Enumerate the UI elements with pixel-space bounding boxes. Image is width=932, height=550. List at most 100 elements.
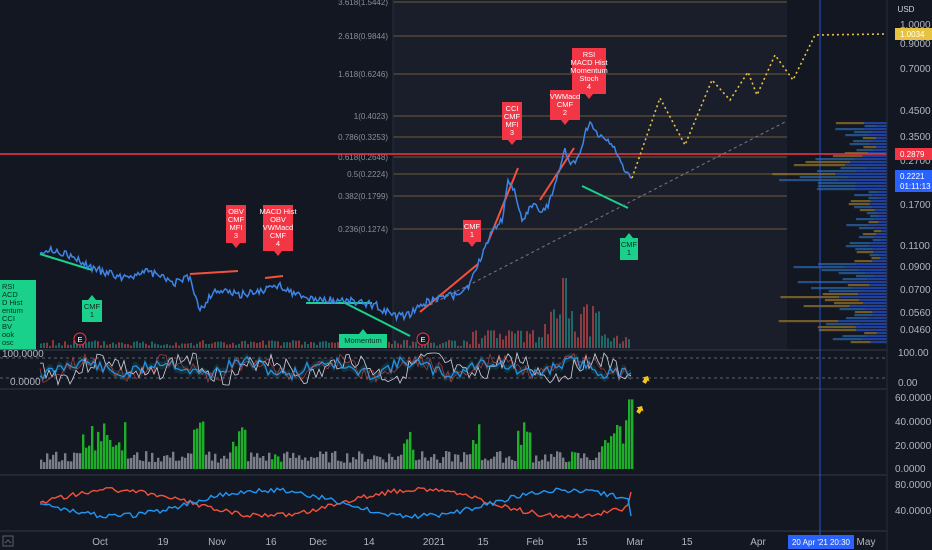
osc-line-red [39, 352, 632, 384]
osc-left-top: 100.0000 [2, 349, 44, 360]
profile-bar [872, 311, 887, 314]
divergence-line[interactable] [264, 275, 284, 279]
fib-label: 0.786(0.3253) [338, 133, 388, 142]
indicator-volume-bar [160, 461, 163, 469]
volume-bar [283, 342, 285, 348]
signal-text: Momentum [344, 336, 382, 345]
indicator-volume-bar [130, 457, 133, 469]
crosshair-time-label: 20 Apr '21 20:30 [792, 538, 851, 547]
dmi-pane [39, 486, 632, 520]
earnings-icon[interactable] [73, 332, 87, 346]
indicator-volume-bar [52, 454, 55, 469]
sell-signal-marker[interactable] [502, 102, 522, 145]
price-tick: 0.4500 [900, 106, 931, 117]
indicator-volume-bar [115, 445, 118, 469]
volume-bar [571, 311, 573, 348]
buy-signal-marker[interactable] [620, 233, 638, 260]
indicator-volume-bar [538, 461, 541, 469]
sell-signal-marker[interactable] [550, 90, 580, 125]
arrow-pointer-icon [642, 376, 650, 384]
time-tick: Dec [309, 537, 327, 548]
indicator-volume-bar [421, 451, 424, 469]
tradingview-logo-icon [2, 535, 14, 547]
indicator-volume-bar [415, 460, 418, 469]
indicator-volume-bar [67, 461, 70, 469]
indicator-volume-bar [601, 446, 604, 469]
buy-signal-marker[interactable] [82, 295, 102, 322]
profile-bar [865, 308, 887, 311]
volume-bar [58, 342, 60, 348]
indicator-volume-bar [178, 460, 181, 469]
profile-bar [852, 287, 887, 290]
indicator-volume-bar [298, 455, 301, 469]
volume-bar [502, 339, 504, 348]
indicator-volume-bar [208, 451, 211, 469]
time-tick: May [857, 537, 876, 548]
fib-label: 0.618(0.2648) [338, 153, 388, 162]
indicator-volume-bar [85, 447, 88, 469]
profile-bar [839, 308, 866, 311]
indicator-volume-bar [358, 451, 361, 469]
signal-text: 4 [276, 239, 280, 248]
volume-bar [556, 318, 558, 348]
indicator-volume-bar [463, 452, 466, 469]
profile-bar [838, 296, 887, 299]
osc-left-bottom: 0.0000 [10, 377, 41, 388]
indicator-volume-bar [364, 461, 367, 469]
indicator-volume-bar [580, 458, 583, 469]
profile-bar [878, 197, 887, 200]
buy-signal-marker[interactable] [0, 280, 36, 350]
volume-bar [175, 342, 177, 348]
time-tick: Apr [750, 537, 766, 548]
volume-bar [145, 343, 147, 348]
time-tick: 15 [477, 537, 489, 548]
trendline-dashed[interactable] [429, 120, 788, 306]
profile-bar [868, 224, 887, 227]
indicator-volume-bar [70, 461, 73, 469]
indicator-volume-bar [622, 443, 625, 469]
earnings-icon[interactable] [416, 332, 430, 346]
volume-bar [52, 340, 54, 348]
signal-text: MACD Hist [259, 207, 297, 216]
volume-bar [166, 344, 168, 348]
indicator-volume-bar [322, 453, 325, 469]
sell-signal-marker[interactable] [572, 48, 606, 99]
volume-bar [499, 333, 501, 348]
profile-bar [862, 137, 877, 140]
volume-bar [208, 344, 210, 348]
divergence-line[interactable] [344, 302, 411, 337]
volume-bar [487, 330, 489, 348]
indicator-volume-bar [187, 453, 190, 469]
sell-signal-marker[interactable] [263, 205, 293, 256]
profile-bar [835, 173, 887, 176]
indicator-volume-bar [157, 457, 160, 469]
volume-bar [229, 344, 231, 348]
volume-bar [583, 306, 585, 348]
fib-label: 0.236(0.1274) [338, 225, 388, 234]
sell-signal-marker[interactable] [463, 220, 481, 247]
indicator-volume-bar [124, 422, 127, 469]
profile-bar [869, 284, 887, 287]
divergence-line[interactable] [39, 253, 93, 271]
buy-signal-marker[interactable] [339, 329, 387, 348]
indicator-volume-bar [367, 458, 370, 469]
volume-bar [91, 341, 93, 348]
signal-text: Momentum [570, 66, 608, 75]
sell-signal-marker[interactable] [226, 205, 246, 248]
divergence-line[interactable] [189, 270, 239, 275]
profile-bar [844, 266, 887, 269]
time-axis[interactable]: Oct 19 Nov 16 Dec 14 2021 15 Feb 15 Mar 15 Apr May [92, 537, 875, 548]
indicator-volume-bar [607, 442, 610, 469]
volume-bar [220, 341, 222, 348]
signal-text: 2 [563, 108, 567, 117]
indicator-volume-bar [229, 452, 232, 469]
divergence-line[interactable] [581, 185, 629, 209]
indicator-volume-bar [73, 452, 76, 469]
profile-bar [847, 176, 887, 179]
indicator-volume-bar [214, 453, 217, 469]
indicator-volume-bar [226, 458, 229, 469]
volume-bar [604, 334, 606, 348]
price-axis[interactable]: 1.0000 0.9000 0.7000 0.4500 0.3500 0.2700 0.17… [900, 20, 931, 336]
profile-bar [817, 182, 856, 185]
